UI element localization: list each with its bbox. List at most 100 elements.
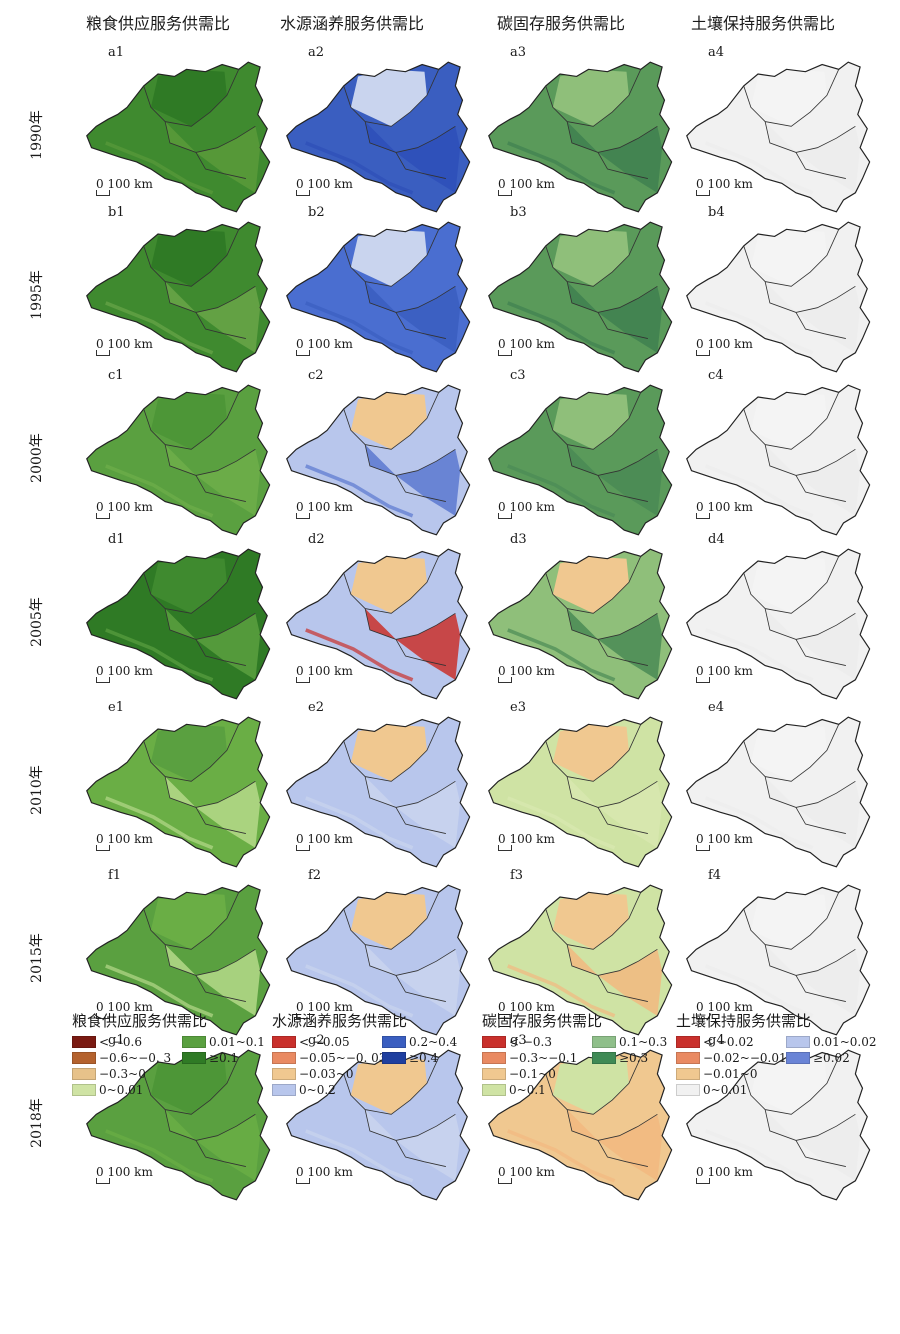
legend-swatch (482, 1068, 506, 1080)
panel-label: g2 (308, 1033, 325, 1048)
subregion-boundary (395, 975, 446, 1002)
legend-label: −0.6~−0. 3 (99, 1051, 172, 1065)
subregion-boundary (743, 724, 840, 782)
region-map (686, 221, 871, 373)
subregion-boundary (764, 121, 856, 153)
legend-item: ≥0.4 (382, 1051, 438, 1065)
map-panel (484, 880, 674, 1040)
legend-swatch (676, 1068, 700, 1080)
legend-swatch (272, 1068, 296, 1080)
map-zone-north (350, 892, 427, 950)
scale-zero: 0 (296, 832, 308, 846)
scale-bar: 0 100 km (96, 500, 153, 519)
region-outline (86, 221, 271, 373)
map-streak (305, 964, 414, 1018)
map-streak (507, 301, 616, 355)
subregion-boundary (795, 152, 846, 179)
scale-bar-tick (498, 1013, 512, 1019)
map-zone-north (750, 892, 827, 950)
map-zone-south (567, 608, 663, 680)
region-outline (86, 548, 271, 700)
subregion-boundary (566, 281, 658, 313)
map-panel (82, 880, 272, 1040)
legend-label: 0~0.1 (509, 1083, 546, 1097)
scale-zero: 0 (696, 177, 708, 191)
scale-text: 100 km (307, 1000, 353, 1014)
scale-bar-tick (296, 845, 310, 851)
map-streak (305, 1129, 414, 1183)
column-title-water: 水源涵养服务供需比 (280, 14, 425, 33)
region-outline (488, 884, 673, 1036)
legend-item: ≥0.1 (182, 1051, 238, 1065)
scale-zero: 0 (696, 1000, 708, 1014)
subregion-boundary (597, 152, 648, 179)
subregion-boundary (795, 639, 846, 666)
map-zone-south (365, 281, 461, 353)
region-map (86, 548, 271, 700)
scale-bar: 0 100 km (498, 177, 555, 196)
column-title-food: 粮食供应服务供需比 (86, 14, 231, 33)
region-outline (286, 221, 471, 373)
region-outline (488, 1049, 673, 1201)
map-zone-south (765, 944, 861, 1016)
region-outline (686, 1049, 871, 1201)
map-streak (507, 141, 616, 195)
map-zone-south (765, 281, 861, 353)
scale-zero: 0 (96, 500, 108, 514)
legend-item: ≥0.3 (592, 1051, 648, 1065)
legend-item: −0.02~−0.01 (676, 1051, 787, 1065)
legend-label: ≥0.1 (209, 1051, 239, 1065)
scale-bar: 0 100 km (696, 1165, 753, 1184)
subregion-boundary (597, 475, 648, 502)
region-outline (286, 61, 471, 213)
scale-text: 100 km (307, 337, 353, 351)
scale-zero: 0 (498, 500, 510, 514)
legend-swatch (72, 1036, 96, 1048)
scale-bar-tick (696, 1178, 710, 1184)
map-panel (82, 380, 272, 540)
map-streak (105, 964, 214, 1018)
map-zone-south (365, 121, 461, 193)
map-zone-south (765, 1109, 861, 1181)
subregion-boundary (597, 639, 648, 666)
legend-label: 0.2~0.4 (409, 1035, 458, 1049)
scale-text: 100 km (307, 832, 353, 846)
map-streak (105, 464, 214, 518)
scale-text: 100 km (707, 500, 753, 514)
panel-label: c1 (108, 368, 124, 383)
region-map (286, 61, 471, 213)
year-label: 2015年 (29, 933, 45, 983)
subregion-boundary (195, 152, 246, 179)
subregion-boundary (343, 724, 440, 782)
panel-label: g4 (708, 1033, 725, 1048)
scale-zero: 0 (296, 337, 308, 351)
map-panel (484, 57, 674, 217)
scale-zero: 0 (96, 1000, 108, 1014)
map-zone-south (365, 944, 461, 1016)
map-zone-north (350, 1057, 427, 1115)
map-zone-south (365, 776, 461, 848)
map-streak (105, 628, 214, 682)
map-zone-south (765, 121, 861, 193)
panel-label: a2 (308, 45, 325, 60)
legend-swatch (272, 1052, 296, 1064)
scale-bar-tick (696, 677, 710, 683)
year-label: 2005年 (29, 597, 45, 647)
region-map (686, 884, 871, 1036)
legend-title: 碳固存服务供需比 (482, 1012, 603, 1030)
legend-item: < −0.05 (272, 1035, 350, 1049)
region-map (286, 884, 471, 1036)
legend-swatch (272, 1036, 296, 1048)
subregion-boundary (566, 944, 658, 976)
legend-item: −0.3~0 (72, 1067, 146, 1081)
map-zone-north (350, 69, 427, 127)
map-zone-south (365, 1109, 461, 1181)
map-streak (705, 141, 814, 195)
scale-bar: 0 100 km (498, 1000, 555, 1019)
subregion-boundary (195, 312, 246, 339)
panel-label: d3 (510, 532, 527, 547)
scale-text: 100 km (107, 177, 153, 191)
panel-label: b4 (708, 205, 725, 220)
scale-zero: 0 (498, 337, 510, 351)
